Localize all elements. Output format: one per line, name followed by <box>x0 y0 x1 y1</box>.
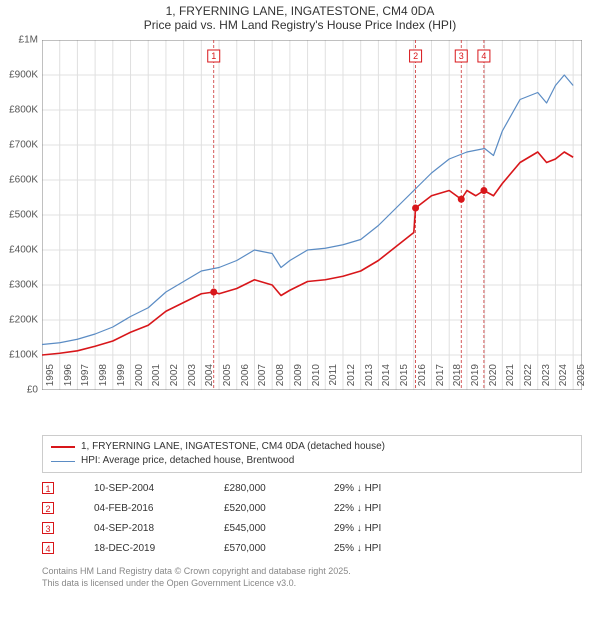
legend-item: 1, FRYERNING LANE, INGATESTONE, CM4 0DA … <box>51 440 573 454</box>
y-axis-label: £200K <box>9 315 38 326</box>
y-axis-label: £900K <box>9 70 38 81</box>
transaction-diff: 29% ↓ HPI <box>334 483 414 494</box>
transaction-marker: 1 <box>42 482 54 494</box>
transaction-diff: 25% ↓ HPI <box>334 543 414 554</box>
svg-text:2: 2 <box>413 51 418 61</box>
x-axis-label: 2012 <box>346 364 357 394</box>
transaction-row: 3 04-SEP-2018 £545,000 29% ↓ HPI <box>42 518 414 538</box>
footer-line-1: Contains HM Land Registry data © Crown c… <box>42 565 351 577</box>
footer-line-2: This data is licensed under the Open Gov… <box>42 577 351 589</box>
x-axis-label: 1997 <box>80 364 91 394</box>
chart-title-address: 1, FRYERNING LANE, INGATESTONE, CM4 0DA <box>0 4 600 18</box>
x-axis-label: 2021 <box>505 364 516 394</box>
chart-container: 1, FRYERNING LANE, INGATESTONE, CM4 0DA … <box>0 0 600 620</box>
transaction-row: 1 10-SEP-2004 £280,000 29% ↓ HPI <box>42 478 414 498</box>
y-axis-label: £300K <box>9 280 38 291</box>
chart-subtitle: Price paid vs. HM Land Registry's House … <box>0 18 600 32</box>
transaction-price: £570,000 <box>224 543 294 554</box>
x-axis-label: 2006 <box>240 364 251 394</box>
y-axis-label: £600K <box>9 175 38 186</box>
y-axis-label: £400K <box>9 245 38 256</box>
line-chart-svg: 1 2 3 4 <box>42 40 582 390</box>
transaction-row: 4 18-DEC-2019 £570,000 25% ↓ HPI <box>42 538 414 558</box>
transaction-price: £545,000 <box>224 523 294 534</box>
transactions-table: 1 10-SEP-2004 £280,000 29% ↓ HPI 2 04-FEB-201… <box>42 478 414 558</box>
x-axis-label: 2001 <box>151 364 162 394</box>
x-axis-label: 2017 <box>435 364 446 394</box>
transaction-price: £280,000 <box>224 483 294 494</box>
transaction-price: £520,000 <box>224 503 294 514</box>
title-block: 1, FRYERNING LANE, INGATESTONE, CM4 0DA … <box>0 0 600 32</box>
x-axis-label: 1999 <box>116 364 127 394</box>
x-axis-label: 2016 <box>417 364 428 394</box>
transaction-marker: 2 <box>42 502 54 514</box>
transaction-date: 04-FEB-2016 <box>94 503 184 514</box>
legend-box: 1, FRYERNING LANE, INGATESTONE, CM4 0DA … <box>42 435 582 473</box>
svg-text:3: 3 <box>459 51 464 61</box>
transaction-diff: 29% ↓ HPI <box>334 523 414 534</box>
legend-swatch <box>51 461 75 462</box>
x-axis-label: 2013 <box>364 364 375 394</box>
legend-swatch <box>51 446 75 448</box>
legend-label: 1, FRYERNING LANE, INGATESTONE, CM4 0DA … <box>81 440 385 454</box>
transaction-marker: 4 <box>42 542 54 554</box>
y-axis-label: £1M <box>19 35 38 46</box>
x-axis-label: 2018 <box>452 364 463 394</box>
svg-text:4: 4 <box>481 51 486 61</box>
legend-label: HPI: Average price, detached house, Bren… <box>81 454 294 468</box>
y-axis-label: £800K <box>9 105 38 116</box>
x-axis-label: 2008 <box>275 364 286 394</box>
transaction-marker: 3 <box>42 522 54 534</box>
x-axis-label: 2011 <box>328 364 339 394</box>
x-axis-label: 2014 <box>381 364 392 394</box>
x-axis-label: 1995 <box>45 364 56 394</box>
y-axis-label: £700K <box>9 140 38 151</box>
x-axis-label: 2015 <box>399 364 410 394</box>
x-axis-label: 1998 <box>98 364 109 394</box>
x-axis-label: 2004 <box>204 364 215 394</box>
x-axis-label: 2003 <box>187 364 198 394</box>
chart-area: 1234 £0£100K£200K£300K£400K£500K£600K£70… <box>42 40 582 390</box>
y-axis-label: £500K <box>9 210 38 221</box>
transaction-row: 2 04-FEB-2016 £520,000 22% ↓ HPI <box>42 498 414 518</box>
transaction-date: 18-DEC-2019 <box>94 543 184 554</box>
x-axis-label: 2009 <box>293 364 304 394</box>
svg-text:1: 1 <box>211 51 216 61</box>
x-axis-label: 2007 <box>257 364 268 394</box>
x-axis-label: 2022 <box>523 364 534 394</box>
y-axis-label: £100K <box>9 350 38 361</box>
legend-item: HPI: Average price, detached house, Bren… <box>51 454 573 468</box>
x-axis-label: 2010 <box>311 364 322 394</box>
y-axis-label: £0 <box>27 385 38 396</box>
transaction-date: 10-SEP-2004 <box>94 483 184 494</box>
x-axis-label: 1996 <box>63 364 74 394</box>
footer-attribution: Contains HM Land Registry data © Crown c… <box>42 565 351 589</box>
x-axis-label: 2023 <box>541 364 552 394</box>
x-axis-label: 2002 <box>169 364 180 394</box>
x-axis-label: 2000 <box>134 364 145 394</box>
x-axis-label: 2024 <box>558 364 569 394</box>
x-axis-label: 2020 <box>488 364 499 394</box>
x-axis-label: 2025 <box>576 364 587 394</box>
transaction-date: 04-SEP-2018 <box>94 523 184 534</box>
x-axis-label: 2019 <box>470 364 481 394</box>
transaction-diff: 22% ↓ HPI <box>334 503 414 514</box>
x-axis-label: 2005 <box>222 364 233 394</box>
